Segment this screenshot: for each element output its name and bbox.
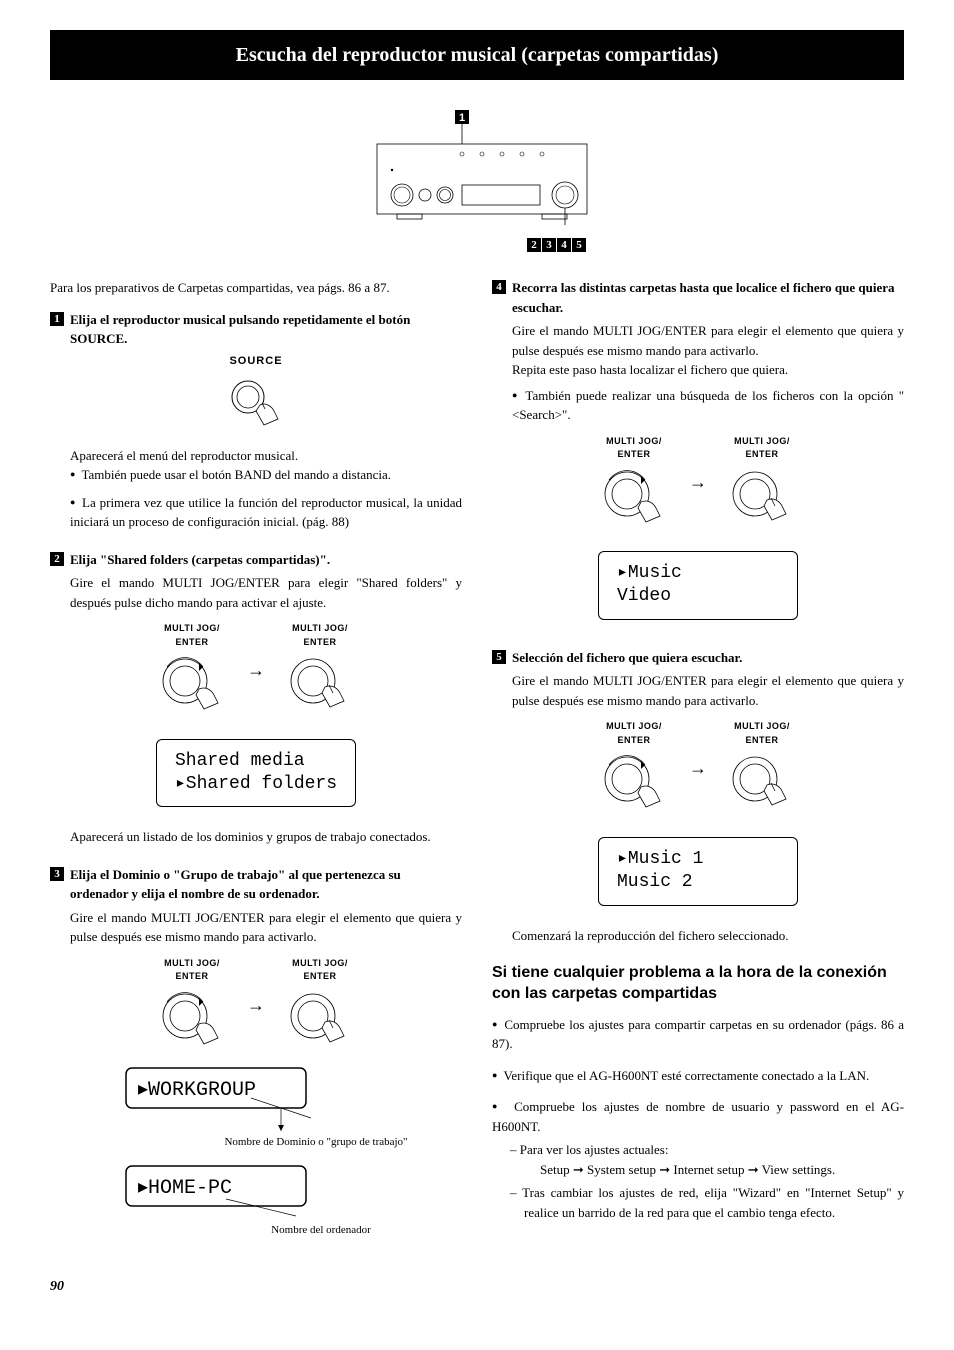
step-3: 3 Elija el Dominio o "Grupo de trabajo" … xyxy=(50,865,462,1239)
step-3-display-2: ▸HOME-PC xyxy=(96,1161,416,1221)
svg-text:▸HOME-PC: ▸HOME-PC xyxy=(138,1177,232,1200)
left-column: Para los preparativos de Carpetas compar… xyxy=(50,278,462,1256)
step-5-body: Gire el mando MULTI JOG/ENTER para elegi… xyxy=(512,671,904,710)
device-diagram: 1 2345 xyxy=(50,110,904,253)
step-2-after: Aparecerá un listado de los dominios y g… xyxy=(70,827,462,847)
step-num-5: 5 xyxy=(492,650,506,664)
step-4-bullet: También puede realizar una búsqueda de l… xyxy=(512,386,904,425)
step-num-4: 4 xyxy=(492,280,506,294)
step-1-bullet-1: También puede usar el botón BAND del man… xyxy=(70,465,462,485)
source-press-icon xyxy=(226,375,286,430)
step-4-body: Gire el mando MULTI JOG/ENTER para elegi… xyxy=(512,321,904,380)
step-3-annot-2: Nombre del ordenador xyxy=(271,1222,371,1239)
page-title: Escucha del reproductor musical (carpeta… xyxy=(50,30,904,80)
trouble-dash-1: Para ver los ajustes actuales: Setup ➞ S… xyxy=(510,1140,904,1179)
right-column: 4 Recorra las distintas carpetas hasta q… xyxy=(492,278,904,1256)
page-number: 90 xyxy=(50,1276,904,1297)
step-4-jog-icons: MULTI JOG/ENTER → MULTI JOG/ENTER xyxy=(492,435,904,532)
step-4-display: ▸Music Video xyxy=(598,551,798,620)
step-num-1: 1 xyxy=(50,312,64,326)
step-4: 4 Recorra las distintas carpetas hasta q… xyxy=(492,278,904,630)
step-5: 5 Selección del fichero que quiera escuc… xyxy=(492,648,904,945)
trouble-item-3: Compruebe los ajustes de nombre de usuar… xyxy=(492,1097,904,1222)
step-5-head: Selección del fichero que quiera escucha… xyxy=(512,648,742,668)
step-4-head: Recorra las distintas carpetas hasta que… xyxy=(512,278,904,317)
step-1: 1 Elija el reproductor musical pulsando … xyxy=(50,310,462,532)
trouble-item-1: Compruebe los ajustes para compartir car… xyxy=(492,1015,904,1054)
trouble-item-2: Verifique que el AG-H600NT esté correcta… xyxy=(492,1066,904,1086)
troubleshoot-head: Si tiene cualquier problema a la hora de… xyxy=(492,963,904,1005)
step-3-jog-icons: MULTI JOG/ENTER → MULTI JOG/ENTER xyxy=(50,957,462,1054)
step-1-bullet-2: La primera vez que utilice la función de… xyxy=(70,493,462,532)
step-3-body: Gire el mando MULTI JOG/ENTER para elegi… xyxy=(70,908,462,947)
diagram-bottom-callouts: 2345 xyxy=(210,234,904,254)
step-3-head: Elija el Dominio o "Grupo de trabajo" al… xyxy=(70,865,462,904)
step-5-jog-icons: MULTI JOG/ENTER → MULTI JOG/ENTER xyxy=(492,720,904,817)
step-2-body: Gire el mando MULTI JOG/ENTER para elegi… xyxy=(70,573,462,612)
intro-text: Para los preparativos de Carpetas compar… xyxy=(50,278,462,298)
step-2-display: Shared media ▸Shared folders xyxy=(156,739,356,808)
step-2: 2 Elija "Shared folders (carpetas compar… xyxy=(50,550,462,847)
step-num-2: 2 xyxy=(50,552,64,566)
step-5-after: Comenzará la reproducción del fichero se… xyxy=(512,926,904,946)
step-1-after: Aparecerá el menú del reproductor musica… xyxy=(70,446,462,466)
step-num-3: 3 xyxy=(50,867,64,881)
step-2-head: Elija "Shared folders (carpetas comparti… xyxy=(70,550,330,570)
svg-text:1: 1 xyxy=(459,112,465,124)
svg-text:▸WORKGROUP: ▸WORKGROUP xyxy=(138,1079,256,1102)
step-3-display-1: ▸WORKGROUP xyxy=(96,1063,416,1133)
step-1-head: Elija el reproductor musical pulsando re… xyxy=(70,310,462,349)
step-2-jog-icons: MULTI JOG/ENTER → MULTI JOG/ENTER xyxy=(50,622,462,719)
step-5-display: ▸Music 1 Music 2 xyxy=(598,837,798,906)
step-3-annot-1: Nombre de Dominio o "grupo de trabajo" xyxy=(224,1134,407,1151)
trouble-dash-2: Tras cambiar los ajustes de red, elija "… xyxy=(510,1183,904,1222)
source-label: SOURCE xyxy=(50,353,462,370)
